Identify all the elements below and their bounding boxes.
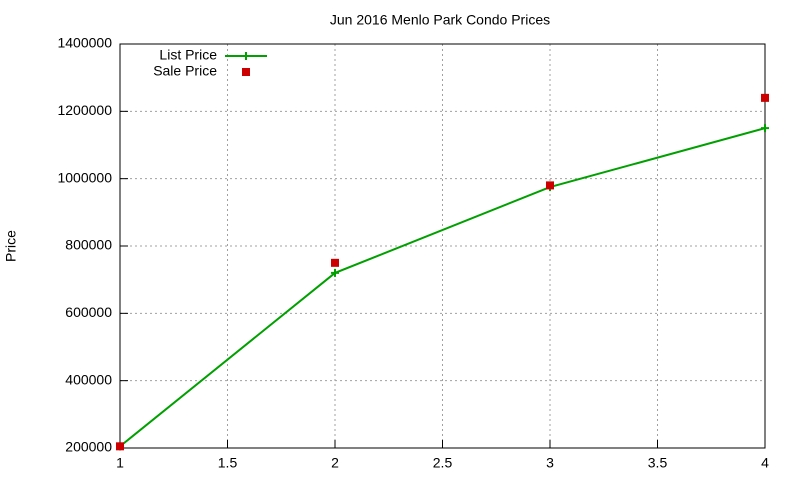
legend-label: Sale Price bbox=[153, 63, 217, 79]
x-tick-label: 1.5 bbox=[218, 455, 238, 471]
point bbox=[761, 93, 769, 102]
x-tick-label: 3 bbox=[546, 455, 554, 471]
y-tick-label: 800000 bbox=[65, 237, 112, 253]
x-tick-label: 2.5 bbox=[433, 455, 453, 471]
x-tick-label: 2 bbox=[331, 455, 339, 471]
legend-label: List Price bbox=[159, 47, 217, 63]
point bbox=[546, 181, 554, 190]
y-tick-label: 1200000 bbox=[57, 102, 112, 118]
y-tick-label: 400000 bbox=[65, 371, 112, 387]
point bbox=[331, 258, 339, 267]
legend-marker bbox=[242, 52, 250, 60]
point bbox=[331, 268, 339, 277]
plot-frame bbox=[119, 43, 766, 449]
legend-marker bbox=[242, 68, 250, 76]
y-tick-label: 1000000 bbox=[57, 169, 112, 185]
x-tick-label: 3.5 bbox=[648, 455, 668, 471]
y-tick-label: 200000 bbox=[65, 439, 112, 455]
point bbox=[761, 124, 769, 133]
series-line bbox=[119, 127, 766, 448]
y-tick-label: 600000 bbox=[65, 304, 112, 320]
point bbox=[116, 442, 124, 451]
x-tick-label: 4 bbox=[761, 455, 769, 471]
y-axis-label: Price bbox=[3, 230, 19, 262]
x-tick-label: 1 bbox=[116, 455, 124, 471]
chart-title: Jun 2016 Menlo Park Condo Prices bbox=[330, 12, 550, 28]
y-tick-label: 1400000 bbox=[57, 35, 112, 51]
